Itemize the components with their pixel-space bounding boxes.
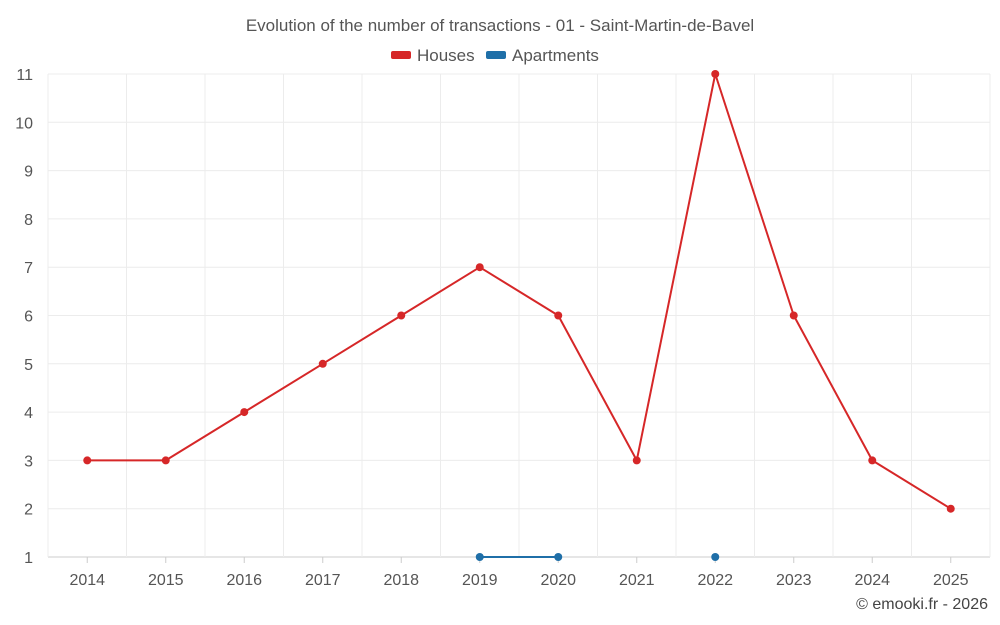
data-point-apartments <box>475 553 484 561</box>
data-point-houses <box>554 311 563 320</box>
y-tick-label: 1 <box>24 550 33 567</box>
x-tick-label: 2019 <box>462 572 498 589</box>
data-point-houses <box>475 263 484 272</box>
data-point-apartments <box>711 553 720 561</box>
x-tick-label: 2015 <box>148 572 184 589</box>
data-point-houses <box>397 311 406 320</box>
x-axis-ticks: 2014 2015 2016 2017 2018 2019 2020 2021 2022 2023… <box>69 557 969 589</box>
legend-swatch-houses <box>391 51 411 59</box>
x-tick-label: 2017 <box>305 572 341 589</box>
legend-label-apartments: Apartments <box>512 46 599 65</box>
x-tick-label: 2021 <box>619 572 655 589</box>
y-tick-label: 7 <box>24 260 33 277</box>
data-point-houses <box>946 504 955 513</box>
y-axis-ticks: 1 2 3 4 5 6 7 8 9 10 11 <box>15 67 33 567</box>
x-tick-label: 2024 <box>854 572 890 589</box>
legend-label-houses: Houses <box>417 46 475 65</box>
series-houses <box>83 70 955 513</box>
data-point-houses <box>83 456 92 465</box>
credit-text: © emooki.fr - 2026 <box>856 596 988 613</box>
x-tick-label: 2022 <box>697 572 733 589</box>
series-apartments <box>475 553 720 561</box>
x-tick-label: 2023 <box>776 572 812 589</box>
chart-title: Evolution of the number of transactions … <box>246 16 754 35</box>
x-tick-label: 2025 <box>933 572 969 589</box>
data-point-houses <box>868 456 877 465</box>
y-tick-label: 6 <box>24 309 33 326</box>
y-tick-label: 10 <box>15 115 33 132</box>
legend: Houses Apartments <box>391 46 599 65</box>
legend-item-houses[interactable]: Houses <box>391 46 475 65</box>
y-tick-label: 9 <box>24 164 33 181</box>
legend-swatch-apartments <box>486 51 506 59</box>
y-tick-label: 3 <box>24 453 33 470</box>
x-tick-label: 2018 <box>383 572 419 589</box>
grid <box>47 73 991 558</box>
data-point-houses <box>711 70 720 78</box>
data-point-houses <box>789 311 798 320</box>
y-tick-label: 2 <box>24 502 33 519</box>
series-line-houses <box>87 73 952 510</box>
data-point-houses <box>632 456 641 465</box>
y-tick-label: 8 <box>24 212 33 229</box>
x-tick-label: 2020 <box>540 572 576 589</box>
y-tick-label: 5 <box>24 357 33 374</box>
data-point-houses <box>318 359 327 368</box>
legend-item-apartments[interactable]: Apartments <box>486 46 599 65</box>
data-point-houses <box>240 408 249 417</box>
x-tick-label: 2014 <box>69 572 105 589</box>
data-point-houses <box>161 456 170 465</box>
data-point-apartments <box>554 553 563 561</box>
series-layer <box>83 70 955 561</box>
y-tick-label: 4 <box>24 405 33 422</box>
y-tick-label: 11 <box>16 67 33 84</box>
x-tick-label: 2016 <box>226 572 262 589</box>
